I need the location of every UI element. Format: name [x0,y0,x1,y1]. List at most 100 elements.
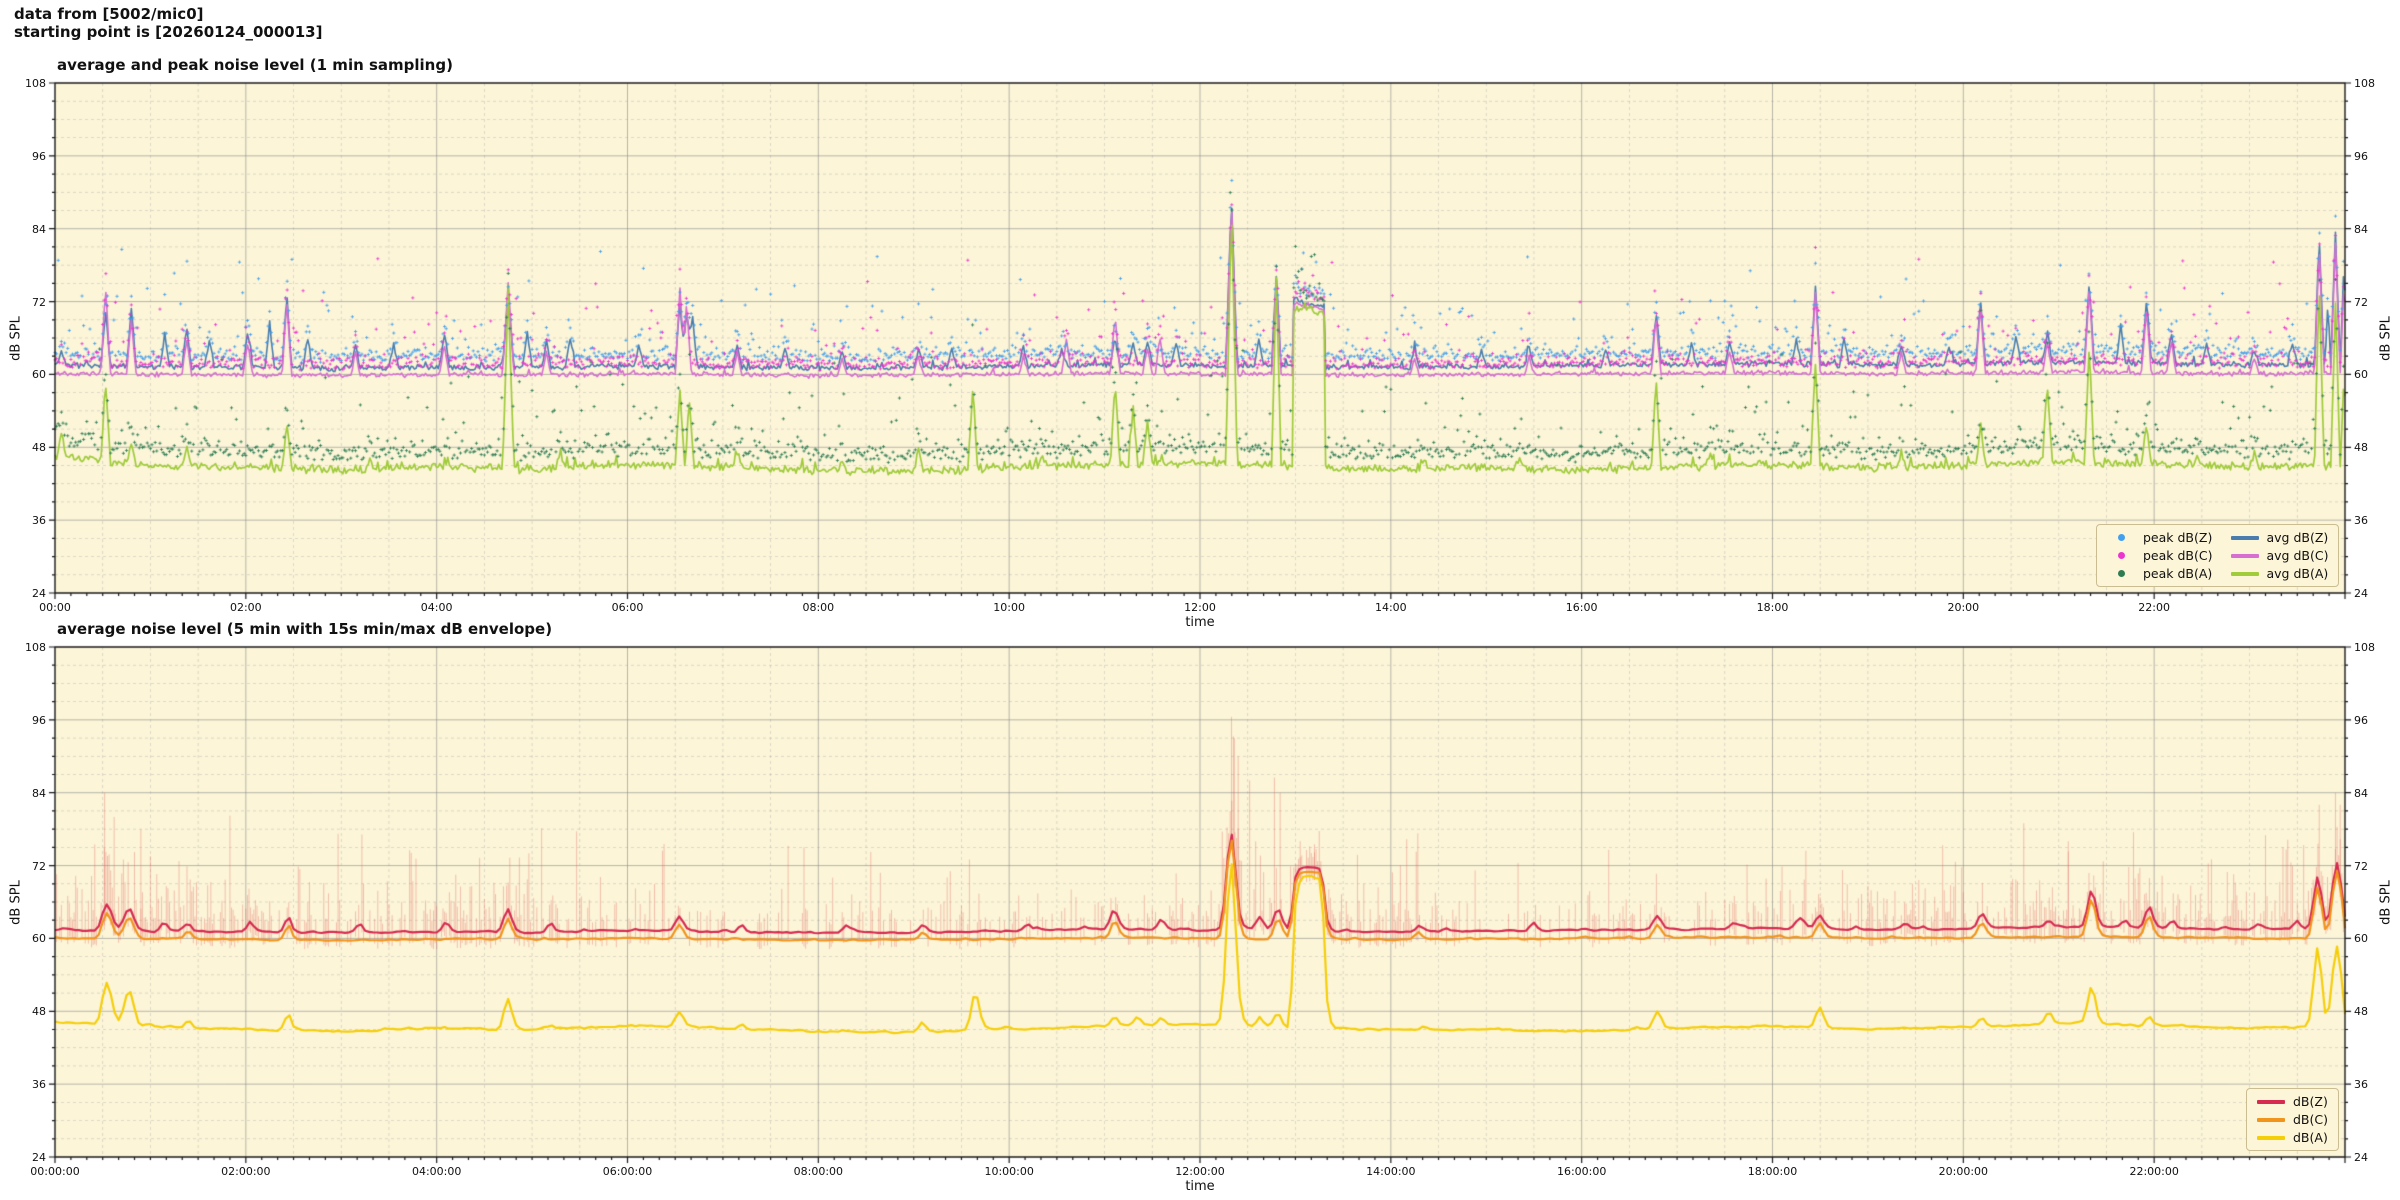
x-tick-label: 08:00:00 [793,1165,844,1178]
chart1-ylabel-right: dB SPL [2378,316,2394,361]
legend-label: dB(A) [2293,1130,2328,1145]
y-tick-label-left: 108 [25,641,46,654]
x-tick-label: 14:00 [1374,601,1407,614]
header-line1: data from [5002/mic0] [14,5,204,23]
y-tick-label-left: 84 [32,222,46,236]
line-icon [2257,1099,2285,1104]
y-tick-label-left: 24 [32,587,46,600]
chart1-xlabel: time [1185,615,1215,630]
x-tick-label: 06:00 [611,601,644,614]
y-tick-label-right: 60 [2354,932,2368,946]
legend-entry: avg dB(C) [2230,548,2329,563]
x-tick-label: 12:00:00 [1175,1165,1225,1178]
legend-label: avg dB(C) [2266,548,2329,563]
y-tick-label-left: 60 [32,932,46,946]
line-icon [2230,553,2259,558]
chart1-legend: peak dB(Z) peak dB(C) peak dB(A) avg dB(Z) a… [2096,524,2340,587]
line-icon [2257,1117,2285,1122]
legend-label: avg dB(Z) [2266,530,2329,545]
legend-label: peak dB(A) [2143,566,2213,581]
x-tick-label: 18:00:00 [1747,1165,1798,1178]
legend-entry: dB(A) [2257,1130,2328,1145]
legend-label: dB(C) [2293,1112,2328,1127]
y-tick-label-right: 24 [2354,1151,2368,1164]
chart2-xlabel: time [1185,1179,1215,1194]
y-tick-label-right: 96 [2354,713,2368,727]
legend-column: avg dB(Z) avg dB(C) avg dB(A) [2230,530,2329,581]
x-tick-label: 16:00 [1565,601,1598,614]
x-tick-label: 02:00 [229,601,262,614]
legend-entry: peak dB(A) [2107,566,2213,581]
y-tick-label-right: 84 [2354,786,2368,800]
y-tick-label-left: 24 [32,1151,46,1164]
x-tick-label: 22:00 [2138,601,2170,614]
dot-icon [2117,534,2125,541]
y-tick-label-left: 48 [32,1005,46,1019]
legend-entry: dB(Z) [2257,1094,2328,1109]
legend-line-swatch [2230,571,2259,576]
legend-entry: peak dB(C) [2107,548,2213,563]
x-tick-label: 00:00 [39,601,71,614]
x-tick-label: 16:00:00 [1556,1165,1607,1178]
legend-entry: avg dB(A) [2230,566,2329,581]
legend-line-swatch [2230,553,2259,558]
x-tick-label: 12:00 [1184,601,1216,614]
y-tick-label-left: 84 [32,786,46,800]
legend-label: peak dB(C) [2143,548,2213,563]
x-tick-label: 20:00:00 [1938,1165,1989,1178]
legend-dot-swatch [2107,552,2135,559]
legend-line-swatch [2257,1117,2285,1122]
chart2-title: average noise level (5 min with 15s min/… [57,620,553,638]
y-tick-label-left: 96 [32,713,46,727]
y-tick-label-right: 96 [2354,149,2368,163]
y-tick-label-left: 36 [32,514,46,528]
y-tick-label-left: 60 [32,368,46,382]
y-tick-label-right: 108 [2354,77,2375,90]
chart2-ylabel-right: dB SPL [2378,880,2394,925]
x-tick-label: 04:00 [420,601,453,614]
y-tick-label-right: 36 [2354,1078,2368,1092]
legend-column: dB(Z) dB(C) dB(A) [2257,1094,2328,1145]
x-tick-label: 02:00:00 [221,1165,271,1178]
legend-line-swatch [2257,1135,2285,1140]
x-tick-label: 20:00 [1947,601,1980,614]
x-tick-label: 14:00:00 [1366,1165,1416,1178]
chart1-ylabel-left: dB SPL [8,316,24,361]
y-tick-label-right: 108 [2354,641,2375,654]
y-tick-label-right: 48 [2354,441,2368,455]
header-line2: starting point is [20260124_000013] [14,23,323,41]
y-tick-label-right: 72 [2354,859,2368,873]
x-tick-label: 18:00 [1756,601,1789,614]
line-icon [2230,535,2259,540]
y-tick-label-left: 108 [25,77,46,90]
dot-icon [2117,552,2125,559]
x-tick-label: 00:00:00 [30,1165,80,1178]
legend-line-swatch [2257,1099,2285,1104]
y-tick-label-right: 36 [2354,514,2368,528]
chart2-legend: dB(Z) dB(C) dB(A) [2246,1088,2339,1151]
line-icon [2230,571,2259,576]
x-tick-label: 10:00:00 [984,1165,1034,1178]
legend-line-swatch [2230,535,2259,540]
legend-dot-swatch [2107,534,2135,541]
legend-entry: dB(C) [2257,1112,2328,1127]
x-tick-label: 04:00:00 [411,1165,462,1178]
y-tick-label-left: 72 [32,295,46,309]
y-tick-label-right: 84 [2354,222,2368,236]
line-icon [2257,1135,2285,1140]
y-tick-label-right: 60 [2354,368,2368,382]
legend-column: peak dB(Z) peak dB(C) peak dB(A) [2107,530,2213,581]
legend-entry: avg dB(Z) [2230,530,2329,545]
y-tick-label-left: 72 [32,859,46,873]
x-tick-label: 06:00:00 [602,1165,653,1178]
legend-label: dB(Z) [2293,1094,2328,1109]
y-tick-label-right: 48 [2354,1005,2368,1019]
y-tick-label-left: 36 [32,1078,46,1092]
chart2-ylabel-left: dB SPL [8,880,24,925]
x-tick-label: 22:00:00 [2129,1165,2179,1178]
legend-dot-swatch [2107,570,2135,577]
legend-label: avg dB(A) [2266,566,2329,581]
dot-icon [2117,570,2125,577]
